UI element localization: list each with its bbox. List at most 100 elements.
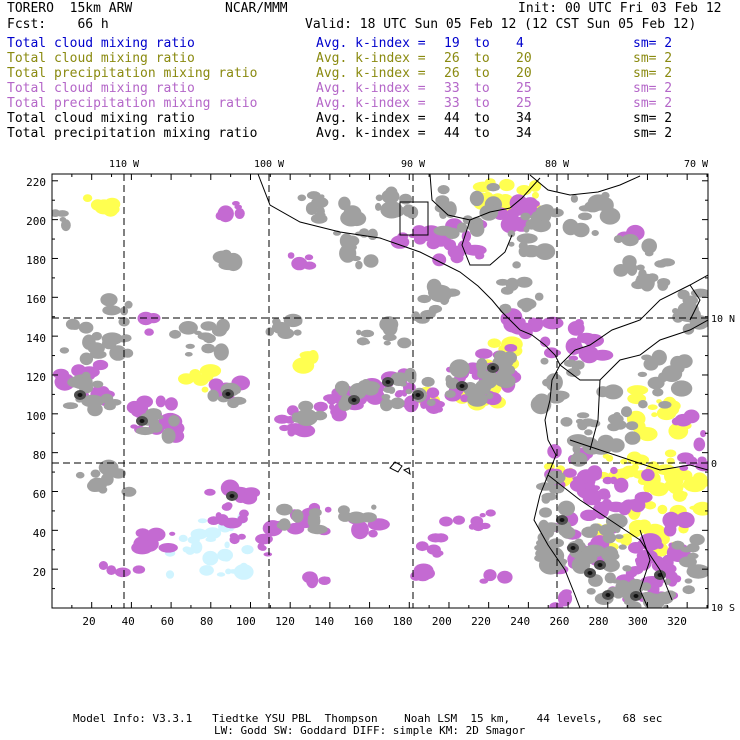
light-cloud-patch bbox=[165, 570, 175, 579]
cloud-area bbox=[120, 334, 132, 342]
deep-convection-area bbox=[693, 437, 706, 452]
coastline bbox=[547, 474, 673, 601]
y-tick-label: 180 bbox=[26, 254, 46, 267]
cloud-area bbox=[560, 417, 573, 427]
cloud-area bbox=[71, 324, 80, 330]
cloud-area bbox=[517, 298, 537, 310]
deep-convection-area bbox=[324, 506, 332, 513]
legend-field: Total cloud mixing ratio bbox=[7, 111, 195, 126]
deep-convection-area bbox=[541, 316, 564, 330]
deep-convection-area bbox=[479, 513, 486, 518]
legend-field: Total cloud mixing ratio bbox=[7, 51, 195, 66]
coastline bbox=[399, 201, 429, 236]
cloud-area bbox=[584, 429, 593, 436]
cloud-area bbox=[421, 376, 435, 387]
cloud-area bbox=[338, 196, 351, 211]
legend-to-word: to bbox=[474, 66, 490, 81]
forecast-field bbox=[52, 174, 708, 608]
cloud-area bbox=[81, 395, 99, 408]
moderate-cloud-area bbox=[664, 449, 677, 458]
deep-convection-area bbox=[602, 492, 611, 500]
intense-core bbox=[225, 392, 231, 396]
cloud-area bbox=[100, 293, 118, 307]
intense-core bbox=[633, 594, 639, 598]
cloud-area bbox=[426, 278, 442, 295]
legend-to-word: to bbox=[474, 126, 490, 141]
y-tick-label: 140 bbox=[26, 332, 46, 345]
cloud-area bbox=[178, 321, 198, 335]
cloud-area bbox=[298, 400, 314, 412]
y-tick-label: 100 bbox=[26, 410, 46, 423]
deep-convection-area bbox=[700, 430, 707, 438]
cloud-area bbox=[652, 388, 664, 397]
cloud-area bbox=[586, 588, 596, 595]
longitude-label: 100 W bbox=[254, 159, 285, 170]
cloud-area bbox=[148, 417, 160, 428]
cloud-area bbox=[428, 305, 439, 315]
intense-core bbox=[587, 571, 593, 575]
moderate-cloud-area bbox=[487, 338, 501, 349]
map-labels: 220 200 180 160 140 120 100 80 60 40 20 20 40 60 80 100… bbox=[26, 159, 735, 628]
cloud-area bbox=[486, 392, 494, 400]
legend-sm: sm= 2 bbox=[633, 126, 673, 141]
light-cloud-patch bbox=[217, 548, 234, 562]
deep-convection-area bbox=[504, 344, 518, 352]
cloud-area bbox=[202, 333, 216, 344]
light-cloud-patch bbox=[205, 537, 216, 542]
cloud-area bbox=[530, 213, 541, 222]
deep-convection-area bbox=[204, 488, 216, 496]
cloud-area bbox=[521, 279, 532, 288]
legend-from: 26 bbox=[444, 66, 460, 81]
cloud-area bbox=[435, 195, 450, 206]
cloud-area bbox=[397, 337, 412, 349]
deep-convection-area bbox=[287, 252, 295, 259]
cloud-area bbox=[659, 258, 675, 267]
y-tick-label: 60 bbox=[33, 488, 46, 501]
light-cloud-patch bbox=[216, 572, 226, 577]
cloud-area bbox=[272, 318, 281, 326]
deep-convection-area bbox=[326, 395, 337, 405]
legend-from: 44 bbox=[444, 126, 460, 141]
legend-to: 4 bbox=[516, 36, 524, 51]
deep-convection-area bbox=[614, 477, 629, 493]
cloud-area bbox=[581, 526, 598, 538]
light-cloud-patch bbox=[241, 545, 254, 555]
cloud-area bbox=[684, 578, 693, 584]
cloud-area bbox=[79, 352, 94, 366]
cloud-area bbox=[543, 522, 560, 533]
coastline bbox=[529, 174, 641, 196]
moderate-cloud-area bbox=[82, 194, 93, 203]
cloud-area bbox=[523, 225, 530, 233]
legend-to-word: to bbox=[474, 96, 490, 111]
cloud-area bbox=[75, 471, 85, 479]
cloud-area bbox=[135, 426, 155, 436]
intense-core bbox=[490, 366, 496, 370]
cloud-area bbox=[552, 484, 565, 494]
cloud-area bbox=[686, 543, 700, 553]
intense-core bbox=[351, 398, 357, 402]
deep-convection-area bbox=[98, 561, 108, 570]
deep-convection-area bbox=[641, 468, 655, 482]
cloud-area bbox=[276, 503, 293, 516]
cloud-area bbox=[383, 340, 391, 346]
cloud-area bbox=[564, 359, 577, 368]
deep-convection-area bbox=[263, 552, 273, 557]
deep-convection-area bbox=[223, 207, 234, 216]
deep-convection-area bbox=[585, 510, 597, 519]
cloud-area bbox=[682, 585, 695, 595]
cloud-area bbox=[625, 421, 639, 431]
cloud-area bbox=[211, 325, 227, 337]
cloud-area bbox=[486, 183, 500, 192]
map-frame bbox=[51, 173, 709, 609]
deep-convection-area bbox=[329, 403, 335, 411]
cloud-area bbox=[356, 515, 366, 523]
cloud-area bbox=[605, 513, 628, 529]
deep-convection-area bbox=[572, 476, 584, 482]
cloud-area bbox=[467, 223, 476, 231]
y-tick-label: 80 bbox=[33, 449, 46, 462]
legend-sm: sm= 2 bbox=[633, 111, 673, 126]
deep-convection-area bbox=[221, 503, 232, 511]
cloud-area bbox=[184, 352, 193, 357]
deep-convection-area bbox=[255, 533, 273, 545]
cloud-area bbox=[601, 551, 620, 561]
